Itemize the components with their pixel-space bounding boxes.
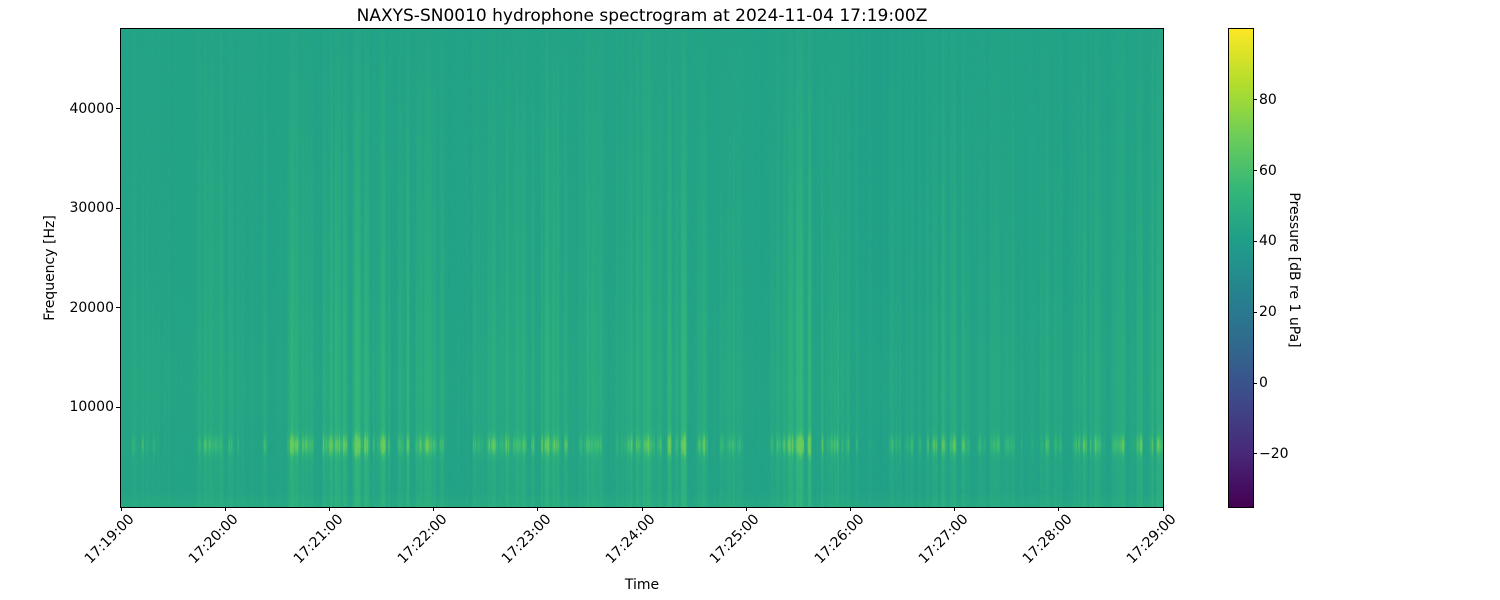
y-tick-mark — [116, 108, 120, 110]
x-tick-mark — [745, 507, 747, 511]
x-tick-mark — [328, 507, 330, 511]
colorbar-tick-mark — [1253, 382, 1257, 384]
x-tick-mark — [1058, 507, 1060, 511]
x-tick-mark — [954, 507, 956, 511]
y-tick-label: 10000 — [69, 399, 114, 416]
x-tick-mark — [537, 507, 539, 511]
y-tick-mark — [116, 307, 120, 309]
x-tick-label: 17:21:00 — [290, 511, 347, 568]
colorbar-tick-mark — [1253, 453, 1257, 455]
x-tick-label: 17:25:00 — [707, 511, 763, 568]
x-tick-label: 17:20:00 — [186, 511, 242, 568]
x-tick-label: 17:29:00 — [1123, 511, 1180, 568]
y-tick-label: 30000 — [69, 200, 114, 217]
x-tick-label: 17:23:00 — [498, 511, 555, 568]
y-tick-mark — [116, 406, 120, 408]
y-tick-label: 20000 — [69, 299, 114, 316]
colorbar-tick-label: 60 — [1259, 162, 1277, 179]
x-tick-mark — [433, 507, 435, 511]
x-tick-label: 17:28:00 — [1019, 511, 1076, 568]
colorbar-tick-label: 80 — [1259, 91, 1277, 108]
colorbar-tick-label: −20 — [1259, 445, 1289, 462]
x-axis-label: Time — [624, 577, 660, 593]
plot-title: NAXYS-SN0010 hydrophone spectrogram at 2… — [356, 6, 928, 26]
x-tick-label: 17:19:00 — [81, 511, 138, 568]
x-tick-label: 17:26:00 — [811, 511, 868, 568]
x-tick-mark — [849, 507, 851, 511]
x-tick-mark — [224, 507, 226, 511]
colorbar-tick-label: 20 — [1259, 304, 1277, 321]
colorbar — [1228, 28, 1254, 508]
colorbar-tick-mark — [1253, 99, 1257, 101]
colorbar-label: Pressure [dB re 1 uPa] — [1286, 192, 1302, 348]
x-tick-mark — [641, 507, 643, 511]
colorbar-tick-mark — [1253, 311, 1257, 313]
spectrogram-image — [120, 28, 1164, 508]
y-tick-mark — [116, 207, 120, 209]
colorbar-tick-mark — [1253, 170, 1257, 172]
x-tick-mark — [1162, 507, 1164, 511]
x-tick-mark — [120, 507, 122, 511]
x-tick-label: 17:24:00 — [602, 511, 659, 568]
x-tick-label: 17:27:00 — [915, 511, 972, 568]
y-tick-label: 40000 — [69, 100, 114, 117]
colorbar-tick-label: 40 — [1259, 233, 1277, 250]
x-tick-label: 17:22:00 — [394, 511, 451, 568]
colorbar-tick-mark — [1253, 240, 1257, 242]
colorbar-tick-label: 0 — [1259, 375, 1268, 392]
